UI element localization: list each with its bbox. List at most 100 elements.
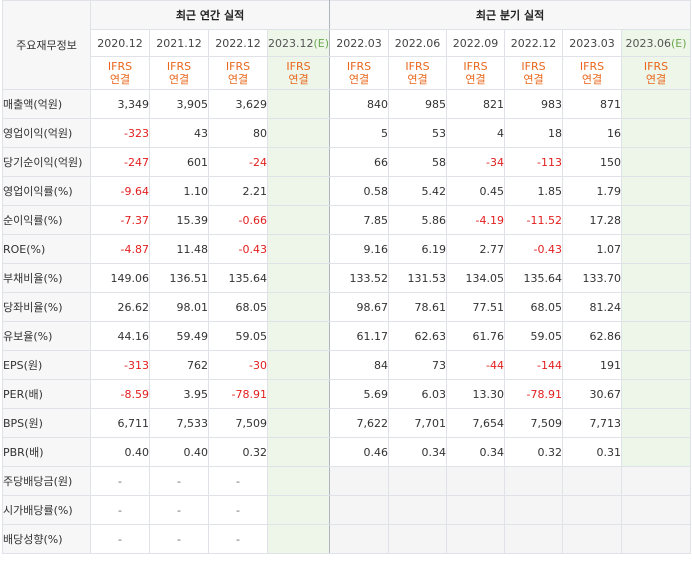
value-cell: 762: [149, 350, 209, 380]
value-cell: 601: [149, 147, 209, 177]
annual-group-header: 최근 연간 실적: [89, 0, 331, 30]
value-cell: 5.69: [329, 379, 390, 409]
value-cell: 0.40: [149, 437, 209, 467]
value-cell: -: [90, 466, 150, 496]
basis-standard: IFRS: [579, 60, 605, 73]
value-cell: -9.64: [90, 176, 150, 206]
value-cell: 7.85: [329, 205, 390, 235]
value-cell: [446, 495, 506, 525]
value-cell: [621, 379, 692, 409]
table-row: 부채비율(%) 149.06 136.51 135.64 133.52 131.53 134…: [2, 263, 692, 293]
value-cell: -11.52: [504, 205, 564, 235]
value-cell: [388, 495, 448, 525]
value-cell: [621, 176, 692, 206]
value-cell: -: [149, 524, 209, 554]
value-cell: [621, 234, 692, 264]
row-label: PBR(배): [2, 437, 91, 467]
basis-scope: 연결: [465, 73, 486, 86]
value-cell: 59.05: [208, 321, 268, 351]
table-row: 시가배당률(%) - - -: [2, 495, 692, 525]
value-cell: -323: [90, 118, 150, 148]
value-cell: 4: [446, 118, 506, 148]
value-cell: -34: [446, 147, 506, 177]
value-cell: 133.52: [329, 263, 390, 293]
period-label: 2021.12: [156, 36, 202, 50]
table-row: 주당배당금(원) - - -: [2, 466, 692, 496]
value-cell: -44: [446, 350, 506, 380]
value-cell: 985: [388, 89, 448, 119]
value-cell: [388, 466, 448, 496]
value-cell: [504, 466, 564, 496]
value-cell: 135.64: [208, 263, 268, 293]
value-cell: 0.45: [446, 176, 506, 206]
row-header-label: 주요재무정보: [2, 0, 91, 90]
value-cell: 43: [149, 118, 209, 148]
value-cell: [562, 495, 623, 525]
period-label: 2022.09: [452, 36, 499, 50]
value-cell: 73: [388, 350, 448, 380]
value-cell: 15.39: [149, 205, 209, 235]
value-cell: [621, 321, 692, 351]
value-cell: 149.06: [90, 263, 150, 293]
row-label: 영업이익률(%): [2, 176, 91, 206]
table-row: 순이익률(%) -7.37 15.39 -0.66 7.85 5.86 -4.19 -11.5…: [2, 205, 692, 235]
value-cell: [329, 495, 390, 525]
value-cell: 44.16: [90, 321, 150, 351]
period-label: 2023.03: [569, 36, 615, 50]
value-cell: 68.05: [208, 292, 268, 322]
table-row: ROE(%) -4.87 11.48 -0.43 9.16 6.19 2.77 -0.43 1.…: [2, 234, 692, 264]
value-cell: 68.05: [504, 292, 564, 322]
value-cell: 13.30: [446, 379, 506, 409]
value-cell: 136.51: [149, 263, 209, 293]
value-cell: 84: [329, 350, 390, 380]
value-cell: 16: [562, 118, 623, 148]
value-cell: 5.42: [388, 176, 448, 206]
basis-header: IFRS 연결: [90, 56, 150, 90]
basis-standard: IFRS: [346, 60, 372, 73]
value-cell: [621, 350, 692, 380]
estimate-mark: (E): [671, 36, 687, 50]
value-cell: -7.37: [90, 205, 150, 235]
table-row: 영업이익률(%) -9.64 1.10 2.21 0.58 5.42 0.45 1.85 1.7…: [2, 176, 692, 206]
table-row: PBR(배) 0.40 0.40 0.32 0.46 0.34 0.34 0.32 0.31: [2, 437, 692, 467]
period-header: 2022.06: [388, 29, 448, 57]
value-cell: 0.34: [446, 437, 506, 467]
value-cell: 134.05: [446, 263, 506, 293]
basis-scope: 연결: [407, 73, 428, 86]
basis-standard: IFRS: [286, 60, 311, 73]
value-cell: -: [90, 524, 150, 554]
value-cell: 0.46: [329, 437, 390, 467]
value-cell: 81.24: [562, 292, 623, 322]
value-cell: 840: [329, 89, 390, 119]
period-label: 2022.12: [510, 36, 557, 50]
value-cell: 3,349: [90, 89, 150, 119]
period-label: 2022.06: [394, 36, 441, 50]
basis-standard: IFRS: [405, 60, 430, 73]
row-label: 시가배당률(%): [2, 495, 91, 525]
basis-standard: IFRS: [225, 60, 251, 73]
table-row: 당좌비율(%) 26.62 98.01 68.05 98.67 78.61 77.51 68.…: [2, 292, 692, 322]
value-cell: 0.58: [329, 176, 390, 206]
value-cell: -: [90, 495, 150, 525]
value-cell: [266, 292, 331, 322]
row-label: ROE(%): [2, 234, 91, 264]
value-cell: -0.43: [208, 234, 268, 264]
table-row: 매출액(억원) 3,349 3,905 3,629 840 985 821 983 871: [2, 89, 692, 119]
value-cell: -: [149, 466, 209, 496]
value-cell: [621, 408, 692, 438]
value-cell: -0.43: [504, 234, 564, 264]
period-label: 2023.06: [625, 36, 672, 50]
value-cell: [266, 495, 331, 525]
value-cell: 80: [208, 118, 268, 148]
value-cell: -0.66: [208, 205, 268, 235]
row-label: PER(배): [2, 379, 91, 409]
basis-header: IFRS 연결: [266, 56, 331, 90]
value-cell: [621, 118, 692, 148]
value-cell: 131.53: [388, 263, 448, 293]
row-label: 영업이익(억원): [2, 118, 91, 148]
value-cell: 78.61: [388, 292, 448, 322]
value-cell: -113: [504, 147, 564, 177]
value-cell: 2.77: [446, 234, 506, 264]
value-cell: 191: [562, 350, 623, 380]
